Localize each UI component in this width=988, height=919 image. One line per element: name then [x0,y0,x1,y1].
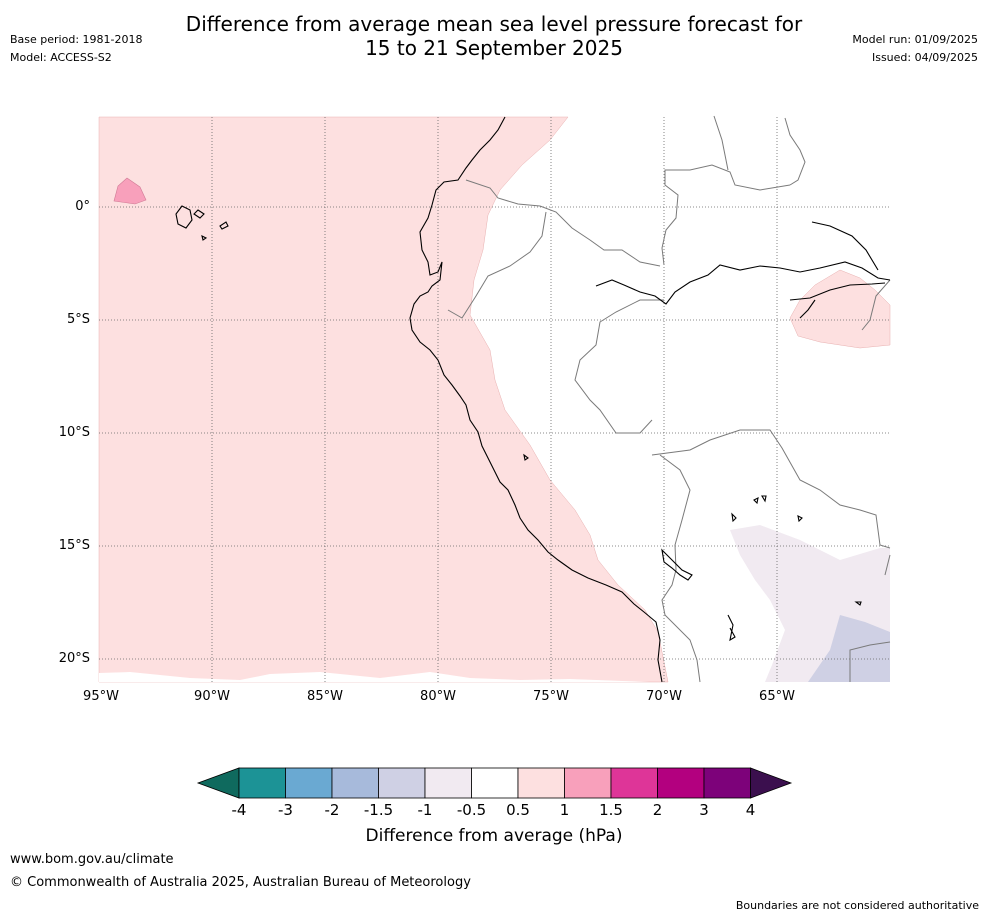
colorbar-tick-label: 1.5 [599,801,623,819]
colorbar-tick-label: 2 [652,801,663,819]
colorbar-tick-label: -1.5 [363,801,394,819]
colorbar-tick-label: -4 [231,801,247,819]
lat-label: 15°S [58,538,90,553]
title-line-1: Difference from average mean sea level p… [185,12,803,36]
colorbar-swatch [703,767,751,799]
colorbar-swatch [517,767,565,799]
lat-label: 10°S [58,425,90,440]
lon-label: 80°W [420,689,456,704]
footer-note: Boundaries are not considered authoritat… [735,899,979,912]
lon-label: 90°W [194,689,230,704]
colorbar-swatch [238,767,286,799]
colorbar-tick-label: -0.5 [456,801,487,819]
colorbar-swatch [471,767,519,799]
lon-label: 85°W [307,689,343,704]
ocean-lower-edge [99,672,650,682]
colorbar-title: Difference from average (hPa) [365,826,623,846]
country-borders [447,115,891,683]
footer-url: www.bom.gov.au/climate [10,852,174,867]
colorbar-tick-label: 0.5 [506,801,530,819]
colorbar-swatch [564,767,612,799]
lon-label: 75°W [533,689,569,704]
lon-label: 70°W [646,689,682,704]
base-period-text: Base period: 1981-2018 [10,33,143,46]
colorbar-swatch [331,767,379,799]
colorbar-tick-label: 4 [745,801,756,819]
amazon-positive-area [789,269,891,349]
meta-right: Model run: 01/09/2025 Issued: 04/09/2025 [852,31,978,67]
colorbar-extend-high [750,767,793,799]
colorbar-swatch [610,767,658,799]
colorbar-tick-label: 1 [559,801,570,819]
coastline [175,116,891,683]
graticule [99,117,890,682]
colorbar [196,767,793,799]
colorbar-tick-label: -1 [417,801,433,819]
meta-left: Base period: 1981-2018 Model: ACCESS-S2 [10,31,142,67]
footer-copyright: © Commonwealth of Australia 2025, Austra… [10,875,471,890]
colorbar-swatch [285,767,333,799]
model-text: Model: ACCESS-S2 [10,51,112,64]
colorbar-tick-label: -3 [278,801,293,819]
colorbar-swatch [657,767,705,799]
colorbar-tick-label: -2 [324,801,340,819]
lon-label: 65°W [759,689,795,704]
chart-title: Difference from average mean sea level p… [0,12,988,60]
colorbar-tick-label: 3 [699,801,709,819]
model-run-text: Model run: 01/09/2025 [852,33,978,46]
ocean-anomaly-area [98,116,669,683]
colorbar-swatch [378,767,426,799]
colorbar-swatch [424,767,472,799]
lat-label: 20°S [58,651,90,666]
colorbar-extend-low [196,767,240,799]
lat-label: 5°S [66,312,90,327]
negative-anomaly-area-2 [808,615,890,682]
colorbar-ticks: -4 -3 -2 -1.5 -1 -0.5 0.5 1 1.5 2 3 4 [0,801,988,823]
positive-anomaly-blob [113,177,147,205]
lat-label: 0° [75,199,90,214]
issued-text: Issued: 04/09/2025 [871,51,978,64]
title-line-2: 15 to 21 September 2025 [365,36,623,60]
lon-label: 95°W [83,689,119,704]
